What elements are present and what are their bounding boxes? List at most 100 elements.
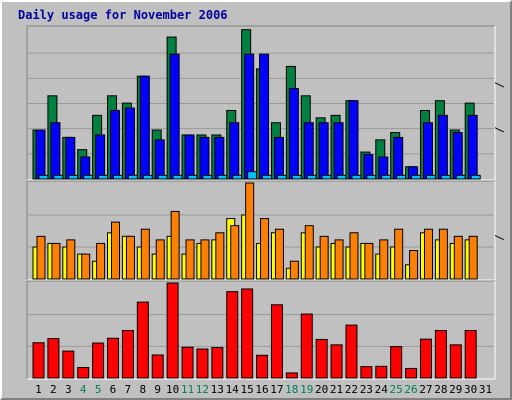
x-axis-day-label: 18 xyxy=(285,383,298,396)
bar-sites-day-16 xyxy=(260,218,270,280)
bar-pages-day-20 xyxy=(321,174,332,180)
bar-kbytes-day-2 xyxy=(47,338,60,379)
legend-separator: / xyxy=(493,81,506,88)
bar-pages-day-22 xyxy=(351,174,362,180)
bar-sites-day-8 xyxy=(140,228,150,280)
bar-files-day-12 xyxy=(199,136,210,180)
bar-sites-day-7 xyxy=(125,235,135,280)
x-axis-day-label: 24 xyxy=(375,383,389,396)
bar-sites-day-28 xyxy=(438,228,448,280)
bar-pages-day-3 xyxy=(68,174,79,180)
x-axis-day-label: 28 xyxy=(434,383,447,396)
x-axis-day-label: 21 xyxy=(330,383,343,396)
bar-files-day-16 xyxy=(259,53,270,180)
x-axis-day-label: 4 xyxy=(80,383,87,396)
bar-sites-day-3 xyxy=(66,239,76,280)
bar-sites-day-11 xyxy=(185,239,195,280)
bar-kbytes-day-15 xyxy=(241,288,254,379)
bar-pages-day-29 xyxy=(455,174,466,180)
bar-files-day-10 xyxy=(169,53,180,180)
bar-files-day-22 xyxy=(348,100,359,180)
x-axis-day-label: 7 xyxy=(125,383,132,396)
bar-kbytes-day-17 xyxy=(270,304,283,379)
bar-files-day-20 xyxy=(318,122,329,180)
bar-files-day-21 xyxy=(333,122,344,180)
bar-kbytes-day-3 xyxy=(62,350,75,379)
x-axis-day-label: 17 xyxy=(270,383,283,396)
x-axis-day-label: 23 xyxy=(360,383,373,396)
bar-files-day-7 xyxy=(124,107,135,180)
x-axis-day-label: 19 xyxy=(300,383,313,396)
bar-sites-day-10 xyxy=(170,210,180,280)
bar-kbytes-day-14 xyxy=(226,291,239,379)
bar-kbytes-day-7 xyxy=(121,329,134,379)
bar-files-day-27 xyxy=(422,122,433,180)
bar-files-day-2 xyxy=(50,122,61,180)
x-axis-day-label: 31 xyxy=(479,383,492,396)
bar-kbytes-day-22 xyxy=(345,324,358,379)
legend-separator: / xyxy=(493,126,506,133)
bar-kbytes-day-25 xyxy=(390,346,403,379)
bar-kbytes-day-28 xyxy=(434,329,447,379)
x-axis-day-label: 14 xyxy=(226,383,240,396)
bar-sites-day-19 xyxy=(304,225,314,280)
bar-kbytes-day-12 xyxy=(196,348,209,379)
x-axis-day-label: 25 xyxy=(390,383,403,396)
bar-kbytes-day-8 xyxy=(136,301,149,379)
bar-pages-day-13 xyxy=(217,174,228,180)
bar-sites-day-17 xyxy=(274,228,284,280)
bar-files-day-1 xyxy=(35,129,46,180)
bar-pages-day-17 xyxy=(276,174,287,180)
x-axis-day-label: 3 xyxy=(65,383,72,396)
bar-files-day-11 xyxy=(184,134,195,180)
bar-files-day-28 xyxy=(437,114,448,180)
bar-kbytes-day-5 xyxy=(92,342,105,379)
x-axis-day-label: 29 xyxy=(449,383,462,396)
bar-pages-day-1 xyxy=(38,174,49,180)
x-axis-day-label: 10 xyxy=(166,383,179,396)
bar-pages-day-4 xyxy=(83,174,94,180)
bar-sites-day-26 xyxy=(409,250,419,280)
bar-kbytes-day-1 xyxy=(32,342,45,379)
x-axis-day-label: 2 xyxy=(50,383,57,396)
bar-kbytes-day-26 xyxy=(405,367,418,379)
x-axis-day-label: 22 xyxy=(345,383,358,396)
bar-files-day-19 xyxy=(303,122,314,180)
bar-sites-day-4 xyxy=(81,253,91,280)
x-axis-day-label: 15 xyxy=(240,383,253,396)
x-axis-day-label: 11 xyxy=(181,383,194,396)
bar-pages-day-30 xyxy=(470,174,481,180)
bar-files-day-17 xyxy=(273,136,284,180)
bar-files-day-13 xyxy=(214,136,225,180)
x-axis-day-label: 6 xyxy=(110,383,117,396)
bar-files-day-8 xyxy=(139,75,150,180)
bar-pages-day-23 xyxy=(366,174,377,180)
x-axis-day-label: 9 xyxy=(154,383,161,396)
x-axis-day-label: 20 xyxy=(315,383,328,396)
bar-kbytes-day-10 xyxy=(166,282,179,379)
legend-separator: / xyxy=(493,234,506,241)
bar-pages-day-10 xyxy=(172,174,183,180)
bar-sites-day-25 xyxy=(394,228,404,280)
bar-pages-day-28 xyxy=(440,174,451,180)
x-axis-day-label: 16 xyxy=(255,383,268,396)
x-axis-day-label: 12 xyxy=(196,383,209,396)
x-axis-day-label: 13 xyxy=(211,383,224,396)
bar-files-day-18 xyxy=(288,87,299,180)
bar-sites-day-9 xyxy=(155,239,165,280)
bar-kbytes-day-18 xyxy=(285,372,298,379)
bar-pages-day-14 xyxy=(232,174,243,180)
bar-pages-day-2 xyxy=(53,174,64,180)
bar-files-day-14 xyxy=(229,122,240,180)
bar-files-day-6 xyxy=(110,109,121,180)
bar-pages-day-27 xyxy=(425,174,436,180)
bar-pages-day-12 xyxy=(202,174,213,180)
bar-pages-day-16 xyxy=(262,174,273,180)
bar-sites-day-6 xyxy=(111,221,121,280)
bar-sites-day-22 xyxy=(349,232,359,280)
bar-sites-day-21 xyxy=(334,239,344,280)
bar-sites-day-30 xyxy=(468,235,478,280)
bar-pages-day-9 xyxy=(157,174,168,180)
bar-pages-day-19 xyxy=(306,174,317,180)
bar-kbytes-day-9 xyxy=(151,354,164,379)
